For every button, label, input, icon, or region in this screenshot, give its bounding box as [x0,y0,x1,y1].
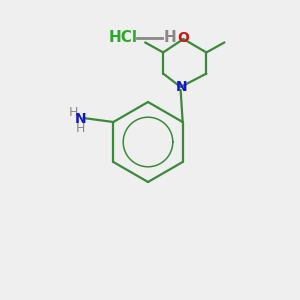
Text: O: O [178,31,189,45]
Text: N: N [176,80,188,94]
Text: H: H [69,106,78,119]
Text: N: N [74,112,86,126]
Text: H: H [76,122,85,134]
Text: HCl: HCl [109,31,137,46]
Text: H: H [164,31,176,46]
